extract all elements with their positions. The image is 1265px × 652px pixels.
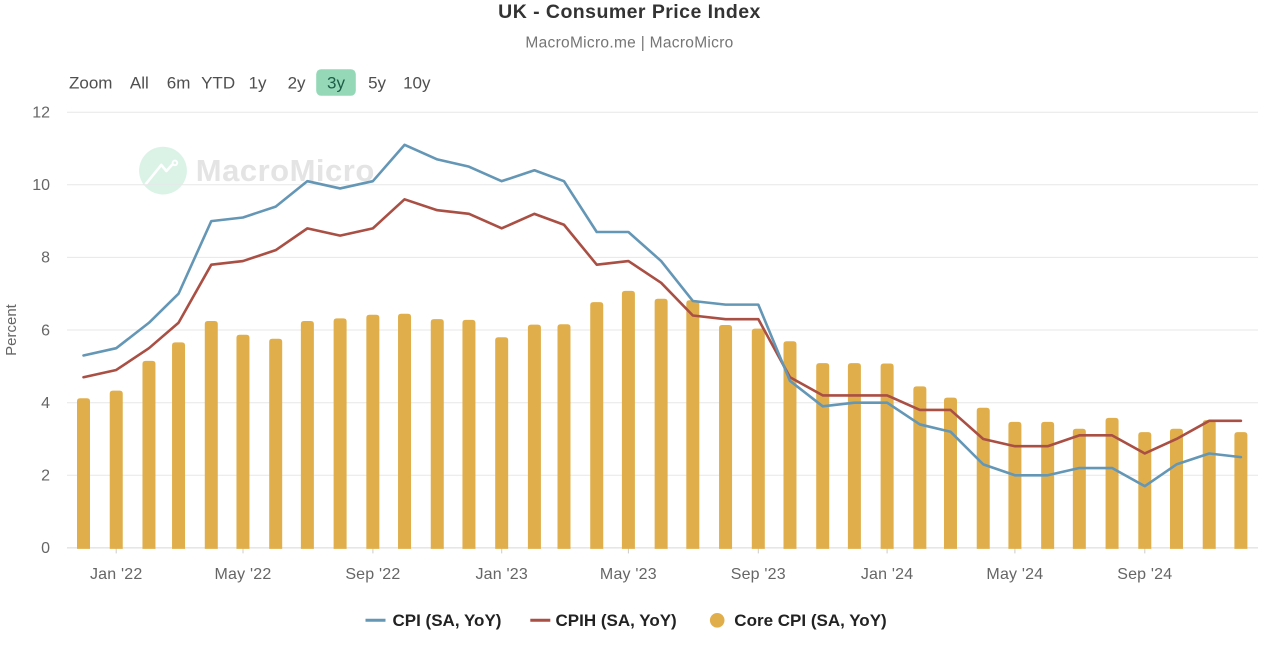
svg-text:Jan '22: Jan '22 [90,566,143,583]
svg-text:YTD: YTD [201,73,235,92]
svg-text:May '23: May '23 [600,566,657,583]
svg-text:6m: 6m [167,73,191,92]
svg-text:UK - Consumer Price Index: UK - Consumer Price Index [498,1,761,23]
svg-text:May '22: May '22 [215,566,272,583]
svg-text:10: 10 [32,177,50,194]
svg-text:Sep '23: Sep '23 [731,566,786,583]
svg-text:All: All [130,73,149,92]
svg-text:Jan '23: Jan '23 [475,566,528,583]
svg-text:Percent: Percent [3,303,20,356]
svg-text:May '24: May '24 [986,566,1043,583]
svg-text:3y: 3y [327,73,345,92]
svg-text:Sep '24: Sep '24 [1117,566,1172,583]
svg-text:2y: 2y [288,73,306,92]
svg-text:MacroMicro: MacroMicro [196,153,375,188]
svg-text:0: 0 [41,540,50,557]
svg-text:Core CPI (SA, YoY): Core CPI (SA, YoY) [734,611,886,630]
svg-text:2: 2 [41,468,50,485]
svg-text:4: 4 [41,395,50,412]
svg-text:MacroMicro.me | MacroMicro: MacroMicro.me | MacroMicro [525,35,733,52]
svg-text:6: 6 [41,322,50,339]
svg-text:5y: 5y [368,73,386,92]
svg-text:CPIH (SA, YoY): CPIH (SA, YoY) [556,611,677,630]
svg-text:10y: 10y [403,73,431,92]
svg-text:1y: 1y [249,73,267,92]
svg-text:8: 8 [41,250,50,267]
svg-text:Jan '24: Jan '24 [861,566,914,583]
svg-text:CPI (SA, YoY): CPI (SA, YoY) [393,611,502,630]
svg-text:12: 12 [32,105,50,122]
svg-text:Zoom: Zoom [69,73,112,92]
svg-text:Sep '22: Sep '22 [345,566,400,583]
